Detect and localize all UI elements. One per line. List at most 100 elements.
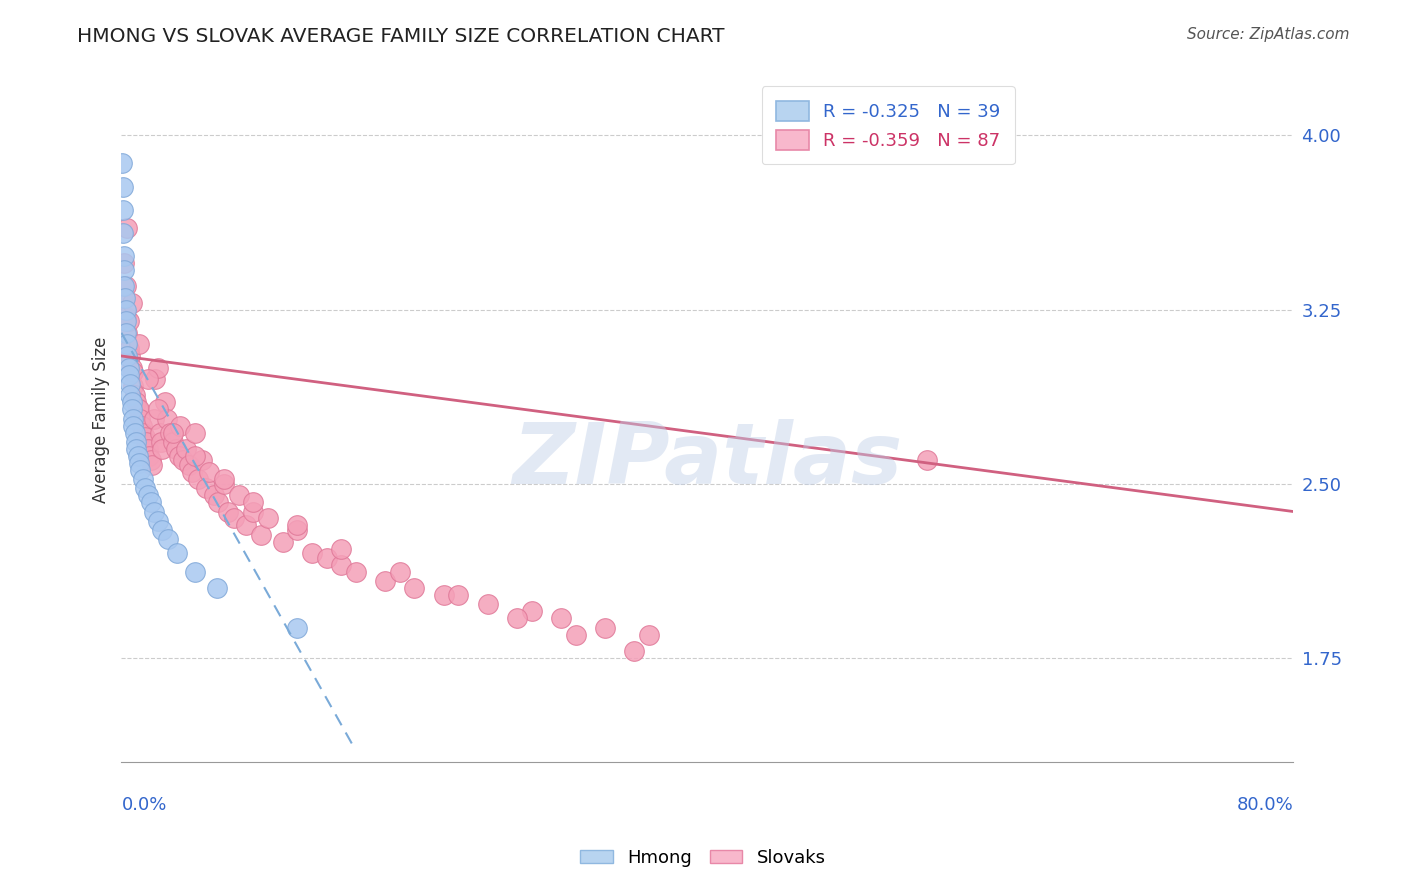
Point <box>129 411 152 425</box>
Text: Source: ZipAtlas.com: Source: ZipAtlas.com <box>1187 27 1350 42</box>
Point <box>135 434 157 449</box>
Point <box>157 533 180 547</box>
Point <box>125 442 148 456</box>
Point <box>228 488 250 502</box>
Point <box>202 488 225 502</box>
Point <box>112 256 135 270</box>
Text: ZIPatlas: ZIPatlas <box>512 419 903 502</box>
Point <box>242 504 264 518</box>
Point <box>152 523 174 537</box>
Point <box>404 581 426 595</box>
Point <box>148 425 170 440</box>
Point <box>242 495 264 509</box>
Point <box>122 365 145 379</box>
Point <box>118 342 141 356</box>
Point <box>195 481 218 495</box>
Point <box>146 402 169 417</box>
Point <box>388 565 411 579</box>
Point <box>128 402 150 417</box>
Point <box>127 402 149 417</box>
Point <box>132 425 155 440</box>
Point <box>112 226 135 240</box>
Point <box>125 395 148 409</box>
Point <box>114 326 136 340</box>
Point <box>142 504 165 518</box>
Y-axis label: Average Family Size: Average Family Size <box>93 336 110 503</box>
Point <box>142 411 165 425</box>
Point <box>129 463 152 477</box>
Point <box>111 156 134 170</box>
Point <box>139 495 162 509</box>
Point <box>117 349 139 363</box>
Point <box>177 458 200 472</box>
Point <box>207 495 229 509</box>
Point <box>915 453 938 467</box>
Point <box>285 621 308 635</box>
Point <box>187 472 209 486</box>
Point <box>121 295 143 310</box>
Point <box>122 418 145 433</box>
Point <box>138 449 160 463</box>
Point <box>169 418 191 433</box>
Point <box>128 337 150 351</box>
Point <box>112 263 135 277</box>
Text: 0.0%: 0.0% <box>121 797 167 814</box>
Point <box>330 541 353 556</box>
Point <box>124 425 146 440</box>
Point <box>506 611 529 625</box>
Point <box>114 302 136 317</box>
Point <box>118 314 141 328</box>
Point <box>111 291 134 305</box>
Point <box>118 368 141 382</box>
Point <box>120 388 142 402</box>
Point <box>217 504 239 518</box>
Point <box>141 458 163 472</box>
Point <box>112 249 135 263</box>
Point <box>150 434 173 449</box>
Point <box>550 611 572 625</box>
Point <box>139 453 162 467</box>
Point <box>132 472 155 486</box>
Point <box>162 425 184 440</box>
Point <box>120 376 142 391</box>
Point <box>224 511 246 525</box>
Text: 80.0%: 80.0% <box>1236 797 1294 814</box>
Point <box>131 418 153 433</box>
Point <box>593 621 616 635</box>
Point <box>111 179 134 194</box>
Point <box>257 511 280 525</box>
Point <box>198 465 221 479</box>
Point <box>330 558 353 572</box>
Point <box>114 279 136 293</box>
Point <box>165 442 187 456</box>
Point <box>212 476 235 491</box>
Point <box>249 527 271 541</box>
Point <box>180 465 202 479</box>
Point <box>122 411 145 425</box>
Point <box>172 453 194 467</box>
Point <box>520 604 543 618</box>
Point <box>127 449 149 463</box>
Point <box>136 488 159 502</box>
Text: HMONG VS SLOVAK AVERAGE FAMILY SIZE CORRELATION CHART: HMONG VS SLOVAK AVERAGE FAMILY SIZE CORR… <box>77 27 725 45</box>
Point <box>433 588 456 602</box>
Point <box>146 514 169 528</box>
Point <box>167 449 190 463</box>
Point <box>117 337 139 351</box>
Point <box>122 379 145 393</box>
Point <box>152 442 174 456</box>
Point <box>285 523 308 537</box>
Point <box>134 481 156 495</box>
Legend: Hmong, Slovaks: Hmong, Slovaks <box>572 842 834 874</box>
Point <box>117 221 139 235</box>
Point <box>124 388 146 402</box>
Point <box>111 202 134 217</box>
Point <box>117 326 139 340</box>
Point <box>271 534 294 549</box>
Point <box>183 565 205 579</box>
Point <box>191 453 214 467</box>
Point <box>118 360 141 375</box>
Point <box>121 395 143 409</box>
Point <box>121 402 143 417</box>
Point <box>159 425 181 440</box>
